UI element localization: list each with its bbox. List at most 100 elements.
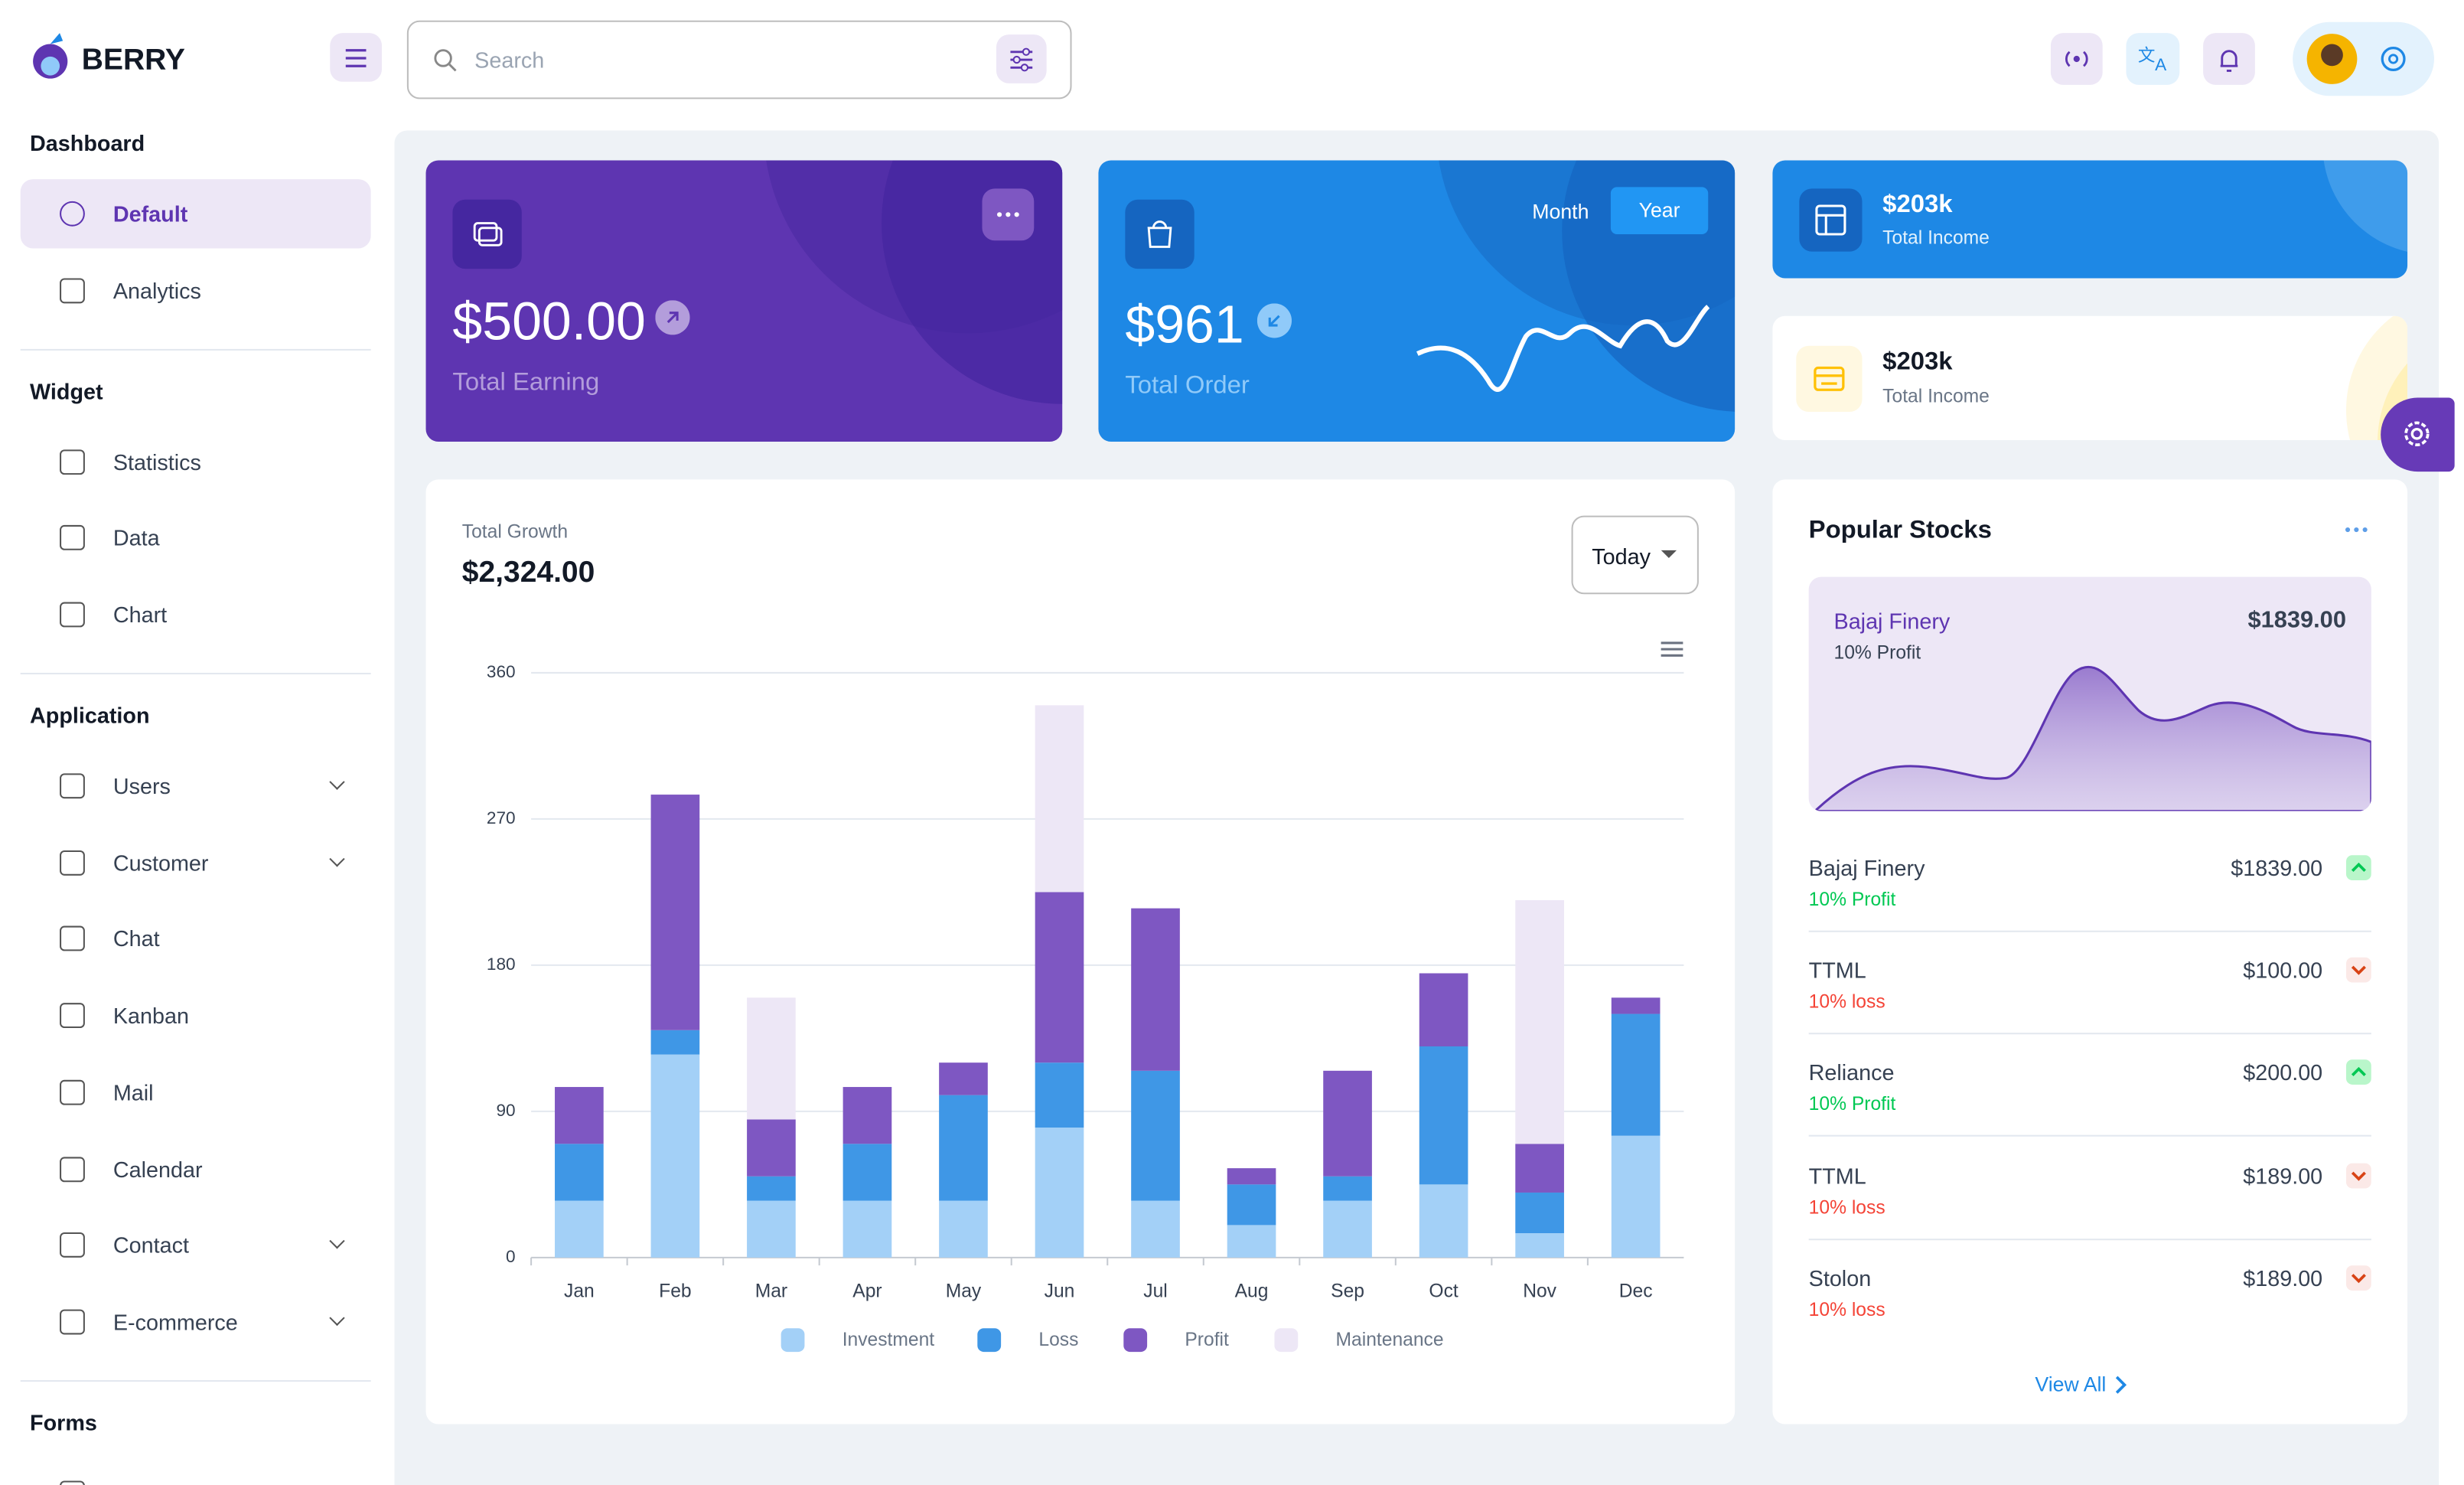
nav-icon: [60, 277, 85, 303]
nav-icon: [60, 602, 85, 628]
nav-item[interactable]: Data: [21, 501, 371, 577]
income-label: Total Income: [1882, 226, 1990, 249]
nav-item[interactable]: Contact: [21, 1208, 371, 1284]
live-button[interactable]: [2050, 33, 2103, 85]
trend-bg: [2345, 1059, 2371, 1085]
section-title: Dashboard: [30, 130, 145, 156]
nav-label: Chat: [112, 926, 160, 951]
stocks-title: Popular Stocks: [1808, 517, 1992, 544]
nav-item[interactable]: Users: [21, 748, 371, 824]
row-divider: [1808, 1238, 2371, 1240]
legend-label: Loss: [1038, 1330, 1078, 1350]
svg-text:A: A: [2155, 55, 2167, 74]
bar-segment: [1515, 1144, 1564, 1193]
nav-label: Chart: [112, 602, 168, 628]
toggle-month[interactable]: Month: [1532, 199, 1589, 224]
nav-item[interactable]: Statistics: [21, 423, 371, 500]
income-label: Total Income: [1882, 385, 1990, 407]
search-box[interactable]: Search: [406, 20, 1072, 100]
order-card: Month Year $961 Total Order: [1098, 160, 1736, 442]
bar-segment: [1035, 1062, 1084, 1128]
nav-label: E-commerce: [112, 1309, 238, 1335]
bar-segment: [747, 1176, 796, 1201]
earning-label: Total Earning: [452, 369, 600, 397]
legend-swatch: [1274, 1328, 1299, 1353]
period-select[interactable]: Today: [1571, 515, 1699, 595]
bar-segment: [1611, 1135, 1661, 1258]
customize-button[interactable]: [2381, 397, 2455, 472]
bar-segment: [555, 1087, 604, 1144]
nav-item[interactable]: Default: [20, 179, 371, 249]
bar-segment: [1227, 1184, 1276, 1226]
bar-segment: [1323, 1176, 1372, 1201]
legend-item[interactable]: Investment: [781, 1328, 935, 1353]
legend-item[interactable]: Loss: [977, 1328, 1078, 1353]
y-tick-label: 180: [487, 955, 516, 974]
expand-icon: [329, 850, 345, 867]
sidebar: Dashboard Default Analytics Widget Statistic…: [20, 110, 371, 1485]
section-title: Widget: [30, 377, 103, 403]
nav-icon: [60, 201, 85, 227]
nav-item[interactable]: Components: [21, 1455, 371, 1485]
bar-segment: [747, 1119, 796, 1177]
nav-item[interactable]: Customer: [21, 824, 371, 901]
nav-item[interactable]: Analytics: [21, 253, 371, 329]
nav-item[interactable]: Chat: [21, 901, 371, 977]
bar-segment: [650, 1030, 700, 1055]
income-light-card: $203k Total Income: [1772, 315, 2408, 440]
growth-chart: 0 90 180 270 360 Jan Feb Mar Apr May Jun Jul Aug Sep O…: [487, 641, 1684, 1353]
trend-bg: [2345, 855, 2371, 880]
nav-icon: [60, 849, 85, 875]
legend-item[interactable]: Profit: [1123, 1328, 1229, 1353]
toggle-year[interactable]: Year: [1610, 187, 1709, 234]
bar-segment: [1227, 1168, 1276, 1185]
featured-price: $1839.00: [2247, 606, 2346, 634]
nav-icon: [60, 1480, 85, 1485]
trend-bg: [2345, 1162, 2371, 1188]
view-all[interactable]: View All: [2035, 1372, 2127, 1396]
stock-name: Stolon: [1808, 1265, 1872, 1291]
bar-segment: [747, 1200, 796, 1258]
filter-button[interactable]: [996, 34, 1047, 83]
notification-button[interactable]: [2203, 33, 2255, 85]
stock-price: $189.00: [2243, 1162, 2323, 1188]
earning-menu[interactable]: [982, 188, 1035, 241]
nav-label: Kanban: [112, 1003, 190, 1029]
logo: [33, 33, 68, 79]
nav-label: Mail: [112, 1079, 154, 1105]
stock-price: $100.00: [2243, 958, 2323, 983]
nav-icon: [60, 772, 85, 798]
stock-name: Bajaj Finery: [1808, 855, 1925, 880]
y-tick-label: 90: [496, 1101, 515, 1120]
nav-icon: [60, 1003, 85, 1029]
legend-item[interactable]: Maintenance: [1274, 1328, 1444, 1353]
nav-item[interactable]: Kanban: [21, 977, 371, 1054]
menu-toggle[interactable]: [330, 33, 383, 82]
divider: [20, 348, 371, 350]
nav-item[interactable]: Calendar: [21, 1131, 371, 1208]
x-tick-label: May: [946, 1281, 982, 1302]
bar-segment: [1323, 1200, 1372, 1258]
x-tick-label: Apr: [852, 1281, 882, 1302]
stocks-menu[interactable]: [2342, 524, 2373, 536]
nav-icon: [60, 1232, 85, 1258]
bar-segment: [1035, 705, 1084, 893]
stock-price: $1839.00: [2231, 855, 2323, 880]
nav-label: Default: [112, 201, 188, 227]
bar-segment: [1131, 1200, 1180, 1258]
profile-button[interactable]: [2293, 21, 2434, 96]
legend-swatch: [781, 1328, 805, 1353]
expand-icon: [329, 1233, 345, 1249]
nav-item[interactable]: E-commerce: [21, 1284, 371, 1361]
chart-menu[interactable]: [1661, 641, 1683, 657]
trend-icon: [2345, 855, 2371, 880]
bar-segment: [1611, 1013, 1661, 1136]
legend-label: Profit: [1185, 1330, 1229, 1350]
nav-item[interactable]: Mail: [21, 1054, 371, 1131]
y-tick-label: 360: [487, 662, 516, 681]
nav-item[interactable]: Chart: [21, 577, 371, 654]
earning-value: $500.00: [452, 292, 646, 352]
trend-arrow: [2351, 1273, 2366, 1283]
legend-swatch: [1123, 1328, 1148, 1353]
